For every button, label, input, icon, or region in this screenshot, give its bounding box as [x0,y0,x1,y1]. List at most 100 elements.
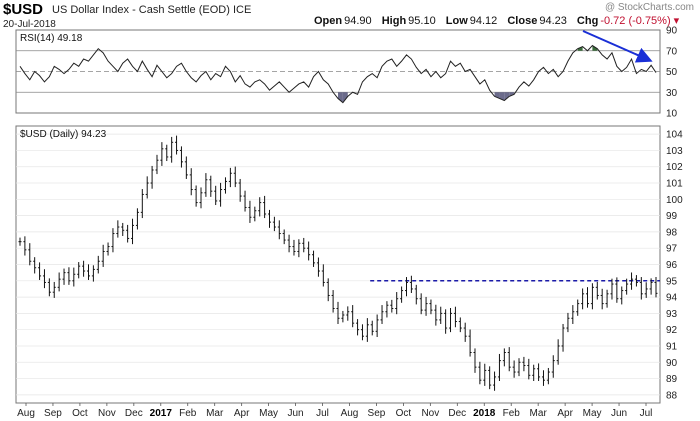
price-bar [33,257,37,274]
x-tick-label: Aug [341,408,359,419]
price-y-tick: 94 [666,293,678,304]
price-y-tick: 103 [666,146,683,157]
price-bar [248,200,252,223]
price-bar [131,218,135,245]
price-bar [47,278,51,297]
price-bar [228,167,232,188]
price-bar [18,237,22,246]
price-bar [639,277,643,300]
price-panel: 104103102101100999897969594939291908988 … [15,125,683,419]
high-label: High [381,15,407,27]
price-bar [483,363,487,386]
x-tick-label: Dec [448,408,466,419]
price-bar [527,358,531,380]
price-bar [331,290,335,313]
x-tick-label: Nov [421,408,439,419]
price-bar [96,255,100,274]
price-bar [312,250,316,267]
price-bar [165,144,169,162]
price-bar [620,286,624,305]
price-bar [23,236,27,256]
price-bar [28,243,32,266]
price-bar [566,312,570,333]
x-tick-label: Apr [234,408,250,419]
price-bar [458,317,462,333]
price-bar [194,185,198,207]
price-bar [91,265,95,282]
price-bar [625,278,629,295]
price-bar [532,364,536,382]
rsi-y-tick: 90 [666,26,678,37]
price-bar [571,305,575,324]
price-bar [595,281,599,300]
x-tick-label: 2018 [473,408,496,419]
price-bar [375,314,379,338]
price-bar [214,185,218,206]
price-bar [404,277,408,297]
price-bar [199,187,203,209]
price-bar [101,244,105,267]
rsi-oversold-fill [342,92,348,103]
price-bar [385,301,389,318]
price-y-tick: 93 [666,309,678,320]
price-bar [170,136,174,163]
open-label: Open [314,15,343,27]
x-tick-label: Sep [44,408,62,419]
price-bar [38,262,42,280]
price-bar [654,277,658,298]
price-bar [649,278,653,295]
low-label: Low [445,15,468,27]
rsi-y-tick: 30 [666,88,678,99]
price-bar [507,347,511,372]
price-bar [175,135,179,155]
price-bar [121,222,125,236]
price-bar [287,234,291,253]
price-bar [434,304,438,326]
price-bar [258,197,262,217]
price-bar [82,260,86,277]
price-bar [42,269,46,289]
close-label: Close [507,15,538,27]
price-bar [184,156,188,179]
price-bar [600,288,604,310]
price-y-tick: 97 [666,244,678,255]
price-bar [497,353,501,382]
price-label: $USD (Daily) 94.23 [20,129,107,140]
price-y-tick: 100 [666,195,683,206]
price-bar [463,322,467,342]
price-bar [473,348,477,373]
price-bar [439,306,443,324]
price-bar [522,356,526,372]
high-value: 95.10 [408,15,436,27]
price-bar [449,308,453,333]
price-bar [209,175,213,197]
price-bar [72,267,76,287]
chg-value: -0.72 (-0.75%) [600,15,671,27]
price-y-tick: 104 [666,130,683,141]
price-bar [111,228,115,253]
low-value: 94.12 [469,15,498,27]
price-bar [419,293,423,315]
price-bar [233,166,237,188]
x-tick-label: May [259,408,278,419]
price-bar [336,301,340,324]
price-bar [493,371,497,391]
price-bar [390,299,394,313]
price-bar [204,173,208,197]
x-tick-label: Jul [316,408,329,419]
price-bar [561,323,565,352]
price-bar [297,239,301,258]
rsi-y-tick: 10 [666,109,678,120]
price-bar [282,229,286,245]
price-bar [356,319,360,336]
x-tick-label: Mar [530,408,548,419]
price-bar [316,257,320,277]
price-y-tick: 90 [666,358,678,369]
price-bar [253,206,257,222]
price-bar [551,355,555,378]
x-tick-label: Apr [557,408,573,419]
price-bar [370,320,374,336]
price-bar [272,216,276,232]
rsi-oversold-fill [338,92,343,103]
